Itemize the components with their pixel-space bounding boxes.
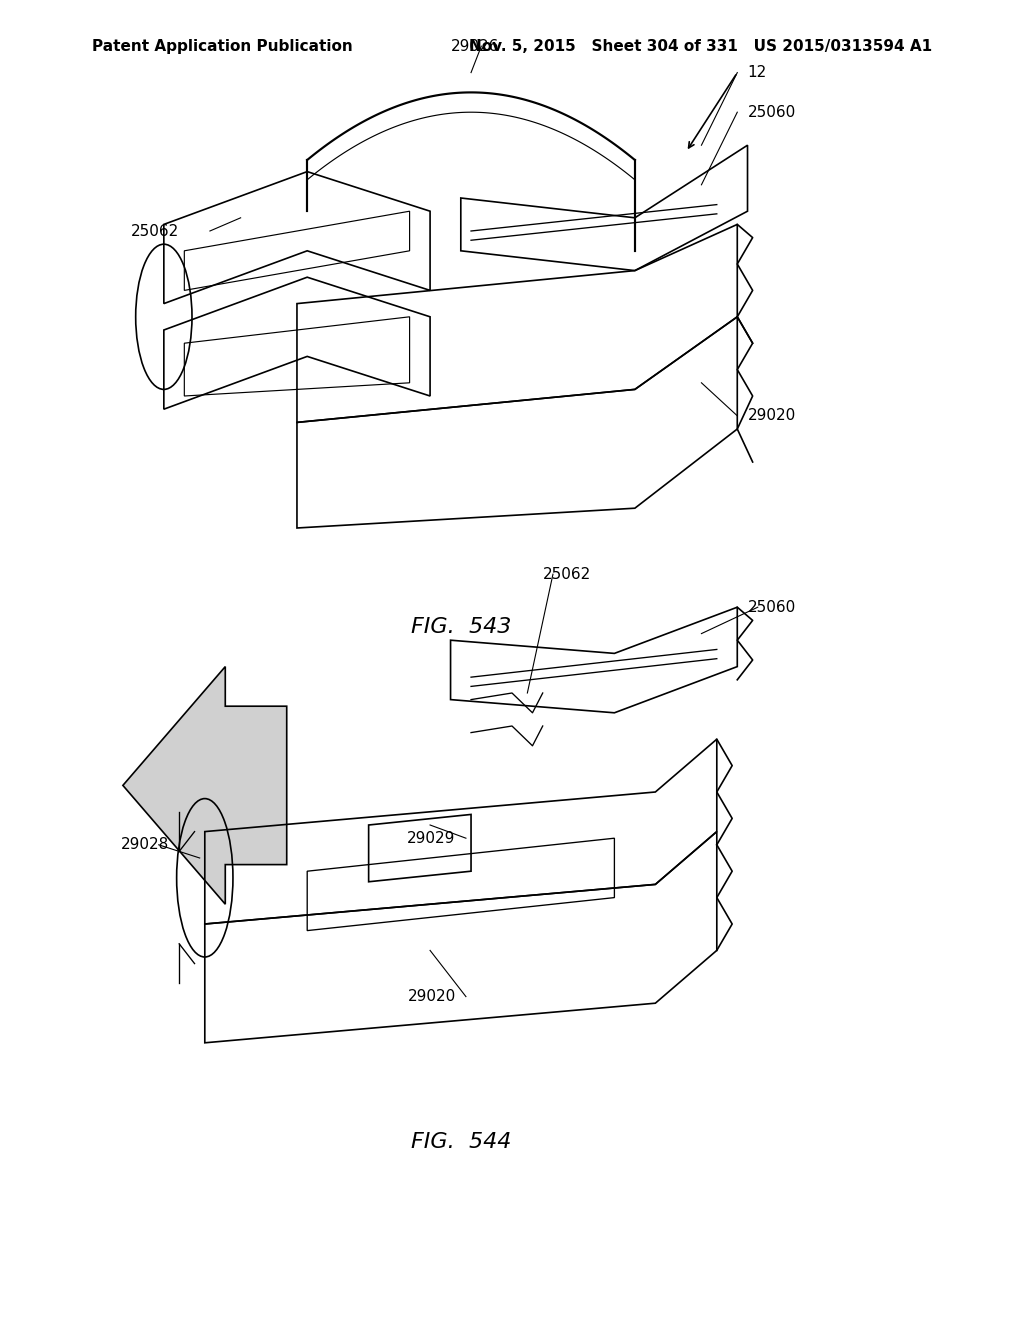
Text: 25060: 25060 bbox=[748, 104, 796, 120]
Text: Patent Application Publication: Patent Application Publication bbox=[92, 38, 353, 54]
Polygon shape bbox=[123, 667, 287, 904]
Text: 25062: 25062 bbox=[131, 223, 179, 239]
Text: 12: 12 bbox=[748, 65, 767, 81]
Text: 29020: 29020 bbox=[748, 408, 796, 424]
Text: FIG.  543: FIG. 543 bbox=[411, 616, 511, 638]
Text: 29029: 29029 bbox=[408, 830, 456, 846]
Text: 29020: 29020 bbox=[408, 989, 456, 1005]
Text: FIG.  544: FIG. 544 bbox=[411, 1131, 511, 1152]
Text: Nov. 5, 2015   Sheet 304 of 331   US 2015/0313594 A1: Nov. 5, 2015 Sheet 304 of 331 US 2015/03… bbox=[469, 38, 932, 54]
Text: 25060: 25060 bbox=[748, 599, 796, 615]
Text: 25062: 25062 bbox=[543, 566, 591, 582]
Text: 29026: 29026 bbox=[451, 38, 499, 54]
Text: 29028: 29028 bbox=[121, 837, 169, 853]
